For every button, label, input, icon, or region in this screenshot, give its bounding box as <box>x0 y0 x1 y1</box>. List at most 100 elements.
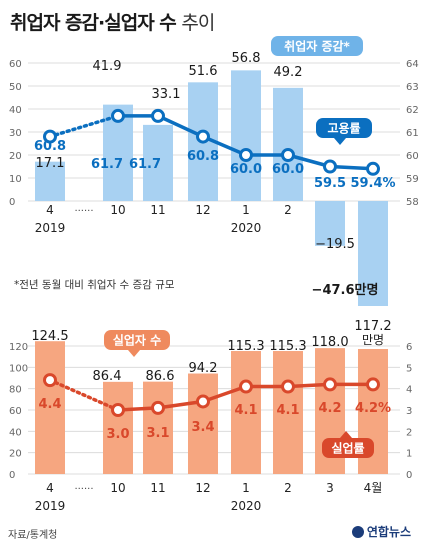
x-tick-label: 2 <box>284 203 292 217</box>
title-main: 취업자 증감·실업자 수 <box>10 12 177 34</box>
source-note: 자료/통계청 <box>8 530 58 541</box>
bar <box>103 381 133 474</box>
bar-value-label: 86.4 <box>93 369 122 384</box>
left-tick-label: 0 <box>9 470 15 481</box>
series-badge-line: 실업률 <box>322 431 374 458</box>
series-badge-bars: 실업자 수 <box>104 330 170 357</box>
line-point <box>239 379 253 394</box>
right-tick-label: 0 <box>406 470 412 481</box>
year-label: 2020 <box>231 499 262 513</box>
series-badge-line-pointer <box>340 431 352 438</box>
bar-value-label: 124.5 <box>31 329 68 344</box>
bar <box>273 87 303 201</box>
footnote: *전년 동월 대비 취업자 수 증감 규모 <box>14 278 175 291</box>
right-tick-label: 2 <box>406 427 412 438</box>
line-point <box>111 403 125 417</box>
left-tick-label: 20 <box>9 151 22 162</box>
bar-value-label: 49.2 <box>274 65 303 80</box>
left-tick-label: 20 <box>9 449 22 460</box>
line-segment-dotted <box>48 378 120 412</box>
bar <box>315 201 345 246</box>
employment-chart: 60504030201006463626160595841011121234월·… <box>9 36 419 306</box>
bar <box>143 124 173 201</box>
line-point <box>323 377 337 392</box>
line-point <box>43 129 57 144</box>
line-value-label: 61.7 <box>91 157 123 172</box>
bar-value-label: 117.2 <box>354 319 391 334</box>
line-value-label: 4.1 <box>234 403 257 418</box>
left-tick-label: 30 <box>9 128 22 139</box>
left-tick-label: 40 <box>9 105 22 116</box>
series-badge-bars-label: 실업자 수 <box>113 333 161 348</box>
line-value-label: 61.7 <box>129 157 161 172</box>
bar <box>358 201 388 306</box>
year-label: 2020 <box>231 221 262 235</box>
left-tick-label: 50 <box>9 82 22 93</box>
bar <box>231 351 261 474</box>
year-label: 2019 <box>35 221 66 235</box>
bar-value-label: 17.1 <box>36 156 65 171</box>
left-tick-label: 40 <box>9 427 22 438</box>
line-value-label: 60.8 <box>187 149 219 164</box>
left-tick-label: 60 <box>9 406 22 417</box>
right-tick-label: 64 <box>406 59 419 70</box>
bar-value-label: 41.9 <box>93 59 122 74</box>
line-point <box>151 400 165 415</box>
left-tick-label: 100 <box>9 363 28 374</box>
series-badge-bars-pointer <box>128 350 140 357</box>
left-tick-label: 10 <box>9 174 22 185</box>
x-tick-label: 1 <box>242 481 250 495</box>
bar-value-label: −19.5 <box>315 237 355 252</box>
line-point <box>196 394 210 409</box>
bar-value-label: 94.2 <box>189 361 218 376</box>
series-badge-bars-bg <box>271 36 363 56</box>
line-point <box>43 373 57 388</box>
line-value-label: 3.4 <box>191 420 214 435</box>
bar-value-label: 51.6 <box>189 64 218 79</box>
bar <box>35 161 65 201</box>
series-badge-bars: 취업자 증감* <box>271 36 363 56</box>
series-badge-line-bg <box>316 118 372 138</box>
line-value-label: 59.4% <box>350 176 395 191</box>
publisher-logo: 연합뉴스 <box>351 523 411 540</box>
bar <box>143 381 173 474</box>
title-light: 추이 <box>181 12 215 34</box>
bar-value-label: 56.8 <box>232 51 261 66</box>
bar-value-label: −47.6만명 <box>312 282 379 298</box>
bar <box>231 70 261 201</box>
left-tick-label: 120 <box>9 342 28 353</box>
right-tick-label: 5 <box>406 363 412 374</box>
series-badge-line: 고용률 <box>316 118 372 145</box>
line-value-label: 60.8 <box>34 139 66 154</box>
left-tick-label: 0 <box>9 197 15 208</box>
bar <box>35 341 65 474</box>
bar-unit-label: 만명 <box>362 333 384 347</box>
left-tick-label: 80 <box>9 385 22 396</box>
x-tick-label: 10 <box>110 481 125 495</box>
series-badge-bars-label: 취업자 증감* <box>284 39 350 54</box>
right-tick-label: 1 <box>406 449 412 460</box>
line-value-label: 3.0 <box>106 427 129 442</box>
line-point <box>323 159 337 174</box>
line-value-label: 60.0 <box>230 162 262 177</box>
bar <box>273 351 303 474</box>
right-tick-label: 3 <box>406 406 412 417</box>
right-tick-label: 4 <box>406 385 412 396</box>
line-value-label: 4.1 <box>276 403 299 418</box>
x-tick-label: 10 <box>110 203 125 217</box>
line-point <box>239 148 253 162</box>
line-point <box>281 148 295 162</box>
x-tick-label: 3 <box>326 481 334 495</box>
line-value-label: 4.2% <box>355 401 391 416</box>
right-tick-label: 59 <box>406 174 419 185</box>
line-value-label: 3.1 <box>146 426 169 441</box>
x-tick-label: 4 <box>46 481 54 495</box>
logo-text: 연합뉴스 <box>366 525 411 539</box>
line-point <box>281 379 295 394</box>
logo-mark-icon <box>351 525 364 538</box>
x-gap-label: ······ <box>74 484 93 495</box>
right-tick-label: 58 <box>406 197 419 208</box>
year-label: 2019 <box>35 499 66 513</box>
